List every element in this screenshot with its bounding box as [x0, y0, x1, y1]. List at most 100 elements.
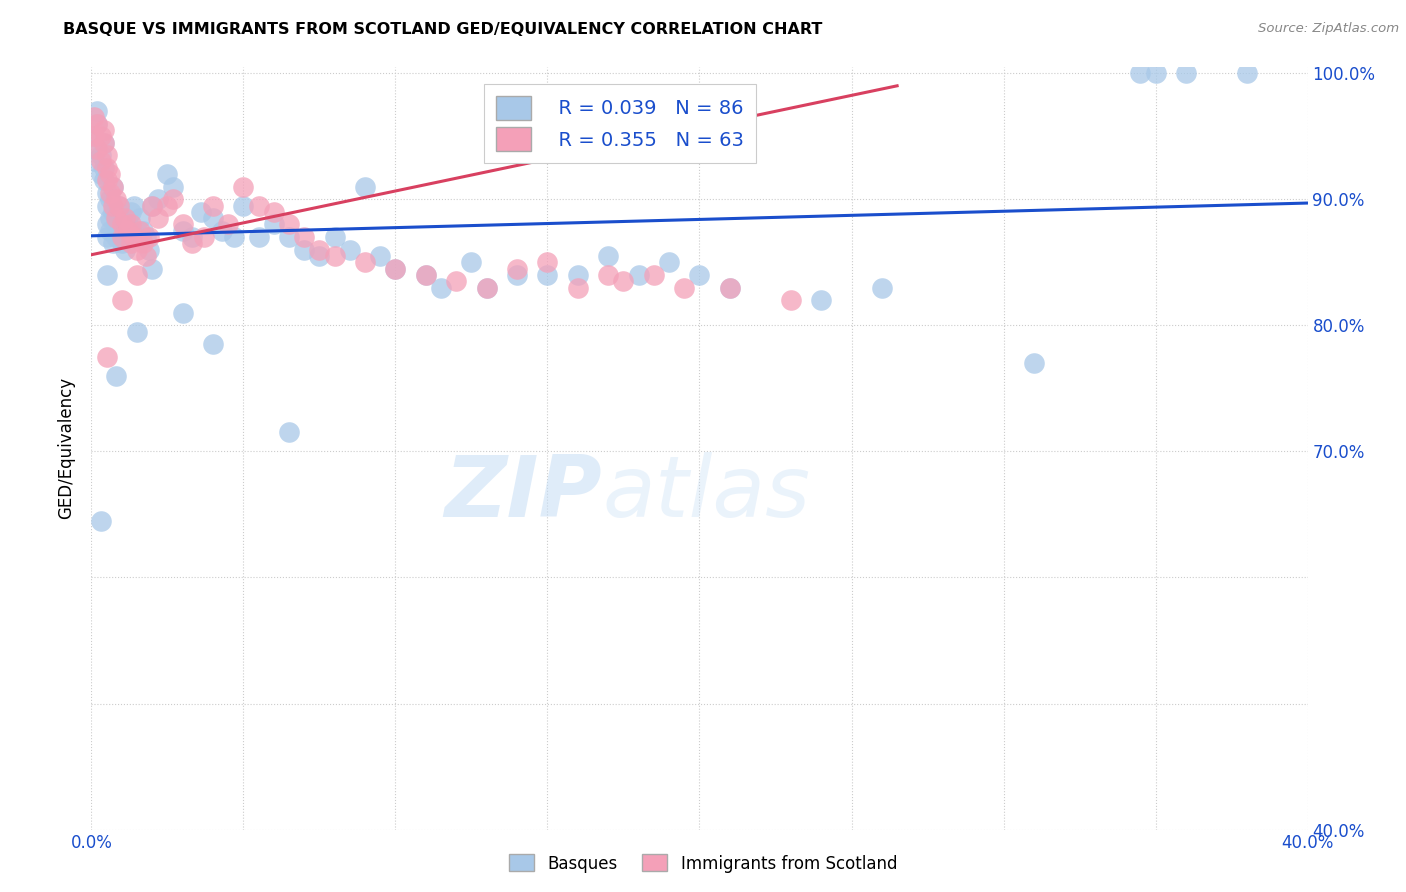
Point — [339, 243, 361, 257]
Point — [232, 198, 254, 212]
Point — [627, 268, 650, 282]
Point — [190, 205, 212, 219]
Point — [567, 268, 589, 282]
Point — [718, 280, 741, 294]
Point — [96, 173, 118, 187]
Point — [96, 268, 118, 282]
Point — [460, 255, 482, 269]
Point — [83, 111, 105, 125]
Point — [96, 161, 118, 175]
Point — [323, 249, 346, 263]
Point — [536, 255, 558, 269]
Point — [444, 274, 467, 288]
Point — [135, 230, 157, 244]
Point — [96, 218, 118, 232]
Point — [810, 293, 832, 307]
Point — [114, 243, 136, 257]
Point — [172, 218, 194, 232]
Point — [148, 211, 170, 226]
Point — [125, 230, 148, 244]
Point — [107, 198, 129, 212]
Point — [211, 224, 233, 238]
Point — [156, 198, 179, 212]
Text: Source: ZipAtlas.com: Source: ZipAtlas.com — [1258, 22, 1399, 36]
Point — [475, 280, 498, 294]
Point — [86, 142, 108, 156]
Point — [673, 280, 696, 294]
Point — [104, 211, 127, 226]
Point — [278, 218, 301, 232]
Legend: Basques, Immigrants from Scotland: Basques, Immigrants from Scotland — [502, 847, 904, 880]
Point — [93, 161, 115, 175]
Point — [354, 179, 377, 194]
Point — [384, 261, 406, 276]
Point — [536, 268, 558, 282]
Point — [114, 211, 136, 226]
Point — [1236, 66, 1258, 80]
Point — [247, 198, 270, 212]
Text: atlas: atlas — [602, 452, 810, 535]
Point — [125, 268, 148, 282]
Legend:   R = 0.039   N = 86,   R = 0.355   N = 63: R = 0.039 N = 86, R = 0.355 N = 63 — [484, 84, 756, 163]
Point — [107, 224, 129, 238]
Point — [180, 230, 202, 244]
Point — [612, 274, 634, 288]
Point — [658, 255, 681, 269]
Point — [89, 129, 111, 144]
Point — [193, 230, 215, 244]
Point — [323, 230, 346, 244]
Point — [202, 337, 225, 351]
Point — [101, 236, 124, 251]
Point — [101, 205, 124, 219]
Point — [129, 211, 152, 226]
Point — [125, 243, 148, 257]
Text: BASQUE VS IMMIGRANTS FROM SCOTLAND GED/EQUIVALENCY CORRELATION CHART: BASQUE VS IMMIGRANTS FROM SCOTLAND GED/E… — [63, 22, 823, 37]
Point — [870, 280, 893, 294]
Point — [430, 280, 453, 294]
Point — [111, 236, 134, 251]
Point — [86, 142, 108, 156]
Point — [96, 148, 118, 162]
Point — [93, 136, 115, 150]
Point — [506, 261, 529, 276]
Point — [172, 224, 194, 238]
Point — [263, 205, 285, 219]
Point — [202, 198, 225, 212]
Point — [83, 129, 105, 144]
Point — [98, 192, 121, 206]
Point — [384, 261, 406, 276]
Point — [89, 154, 111, 169]
Point — [162, 192, 184, 206]
Point — [107, 198, 129, 212]
Point — [415, 268, 437, 282]
Point — [354, 255, 377, 269]
Point — [180, 236, 202, 251]
Point — [1022, 356, 1045, 370]
Point — [89, 167, 111, 181]
Point — [93, 136, 115, 150]
Point — [104, 230, 127, 244]
Point — [111, 218, 134, 232]
Point — [117, 218, 139, 232]
Point — [96, 198, 118, 212]
Point — [162, 179, 184, 194]
Point — [120, 224, 142, 238]
Point — [156, 167, 179, 181]
Point — [475, 280, 498, 294]
Point — [138, 230, 160, 244]
Point — [138, 243, 160, 257]
Point — [86, 117, 108, 131]
Point — [111, 293, 134, 307]
Point — [104, 218, 127, 232]
Point — [1129, 66, 1152, 80]
Point — [98, 167, 121, 181]
Point — [101, 179, 124, 194]
Point — [779, 293, 801, 307]
Point — [718, 280, 741, 294]
Point — [101, 179, 124, 194]
Point — [93, 123, 115, 137]
Point — [111, 211, 134, 226]
Point — [1174, 66, 1197, 80]
Point — [292, 230, 315, 244]
Point — [141, 261, 163, 276]
